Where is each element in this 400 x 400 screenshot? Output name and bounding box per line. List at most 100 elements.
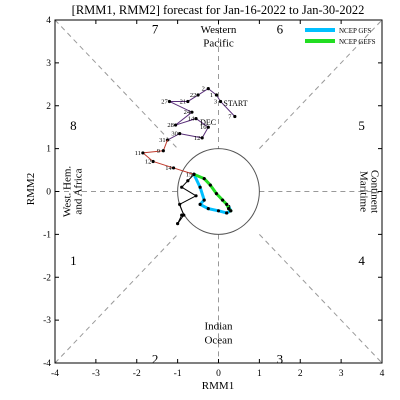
forecast-series-point-0 xyxy=(206,207,210,211)
region-label-right: Maritime xyxy=(358,171,370,212)
observed-january-point xyxy=(171,166,176,170)
y-tick-label: -1 xyxy=(43,230,51,240)
observed-december-point xyxy=(196,93,200,97)
observed-december-point xyxy=(173,123,178,127)
y-tick-label: 0 xyxy=(46,188,51,198)
phase-divider-line xyxy=(259,234,383,364)
observed-connector-line xyxy=(162,139,168,151)
observed-december-line xyxy=(167,87,236,141)
y-tick-label: 4 xyxy=(46,16,51,26)
observed-december-point xyxy=(218,99,223,104)
x-axis-label: RMM1 xyxy=(202,380,234,392)
y-tick-label: 2 xyxy=(46,102,51,112)
observed-december-point xyxy=(186,99,190,104)
observed-december-day-label: 21 xyxy=(180,98,187,105)
forecast-series-point-2 xyxy=(180,185,184,189)
observed-december-day-label: 3 xyxy=(214,98,217,105)
forecast-series-point-1 xyxy=(202,177,206,181)
y-axis-label: RMM2 xyxy=(25,173,37,205)
observed-january-day-label: 15 xyxy=(186,171,193,178)
observed-december-point xyxy=(194,117,198,121)
observed-december-point xyxy=(233,114,237,119)
forecast-series-point-2 xyxy=(194,194,198,198)
observed-december-point xyxy=(214,93,219,97)
y-tick-label: -2 xyxy=(43,273,51,283)
observed-december-day-label: 12 xyxy=(194,135,201,142)
forecast-series-point-0 xyxy=(202,198,206,202)
forecast-series-point-1 xyxy=(220,198,225,202)
unit-circle xyxy=(177,148,260,235)
phase-number-label: 3 xyxy=(277,352,284,367)
forecast-series-point-2 xyxy=(178,202,182,206)
phase-number-label: 8 xyxy=(70,118,77,133)
forecast-series-point-1 xyxy=(229,209,233,213)
observed-december-day-label: 31 xyxy=(159,137,166,144)
forecast-series-point-0 xyxy=(225,211,229,215)
region-label-bottom: Ocean xyxy=(204,335,233,347)
phase-number-label: 1 xyxy=(70,253,77,268)
y-tick-label: 3 xyxy=(46,59,51,69)
phase-divider-line xyxy=(54,19,178,149)
region-label-top: Western xyxy=(201,24,237,36)
observed-january-day-label: 9 xyxy=(157,148,160,155)
observed-december-day-label: 24 xyxy=(184,109,191,116)
forecast-series-point-1 xyxy=(227,207,231,211)
y-tick-label: -4 xyxy=(43,359,51,369)
legend-label: NCEP GFS xyxy=(339,27,371,35)
y-tick-label: 1 xyxy=(46,145,51,155)
observed-december-day-label: 22 xyxy=(190,92,197,99)
phase-number-label: 7 xyxy=(152,22,159,37)
annotation-label: DEC xyxy=(200,118,216,127)
observed-december-point xyxy=(206,125,210,129)
observed-january-day-label: 12 xyxy=(145,158,152,165)
observed-december-point xyxy=(167,99,172,104)
observed-december-day-label: 30 xyxy=(171,131,178,138)
forecast-series-point-0 xyxy=(216,209,221,213)
forecast-series-point-2 xyxy=(180,213,184,217)
forecast-series-point-1 xyxy=(208,183,212,187)
x-tick-label: -2 xyxy=(133,369,141,379)
observed-january-point xyxy=(161,149,165,153)
region-label-left: and Africa xyxy=(73,168,85,214)
region-label-bottom: Indian xyxy=(204,321,233,333)
annotation-label: START xyxy=(223,99,247,108)
x-tick-label: 2 xyxy=(298,369,303,379)
observed-december-day-label: 14 xyxy=(188,116,195,123)
forecast-series-point-2 xyxy=(186,179,190,183)
observed-december-day-label: 7 xyxy=(228,113,232,120)
legend-label: NCEP GEFS xyxy=(339,38,376,46)
forecast-series-point-1 xyxy=(214,192,219,196)
observed-january-point xyxy=(151,159,155,164)
observed-january-day-label: 11 xyxy=(135,150,141,157)
forecast-series-point-0 xyxy=(198,202,202,206)
forecast-series-point-1 xyxy=(225,202,229,206)
x-tick-label: 4 xyxy=(380,369,385,379)
observed-december-day-label: 16 xyxy=(200,124,207,131)
forecast-series-line-0 xyxy=(192,173,233,215)
x-tick-label: 3 xyxy=(339,369,344,379)
x-tick-label: -4 xyxy=(51,369,59,379)
forecast-series-point-0 xyxy=(198,185,202,189)
phase-divider-line xyxy=(259,19,383,149)
forecast-series-point-2 xyxy=(192,172,196,176)
forecast-series-point-2 xyxy=(176,222,180,226)
phase-number-label: 2 xyxy=(152,352,159,367)
phase-number-label: 5 xyxy=(358,118,365,133)
observed-december-day-label: 27 xyxy=(161,98,168,105)
y-tick-label: -3 xyxy=(43,316,51,326)
region-label-top: Pacific xyxy=(203,38,234,50)
observed-december-day-label: 2 xyxy=(202,86,205,93)
observed-december-day-label: 28 xyxy=(167,122,174,129)
observed-december-point xyxy=(206,87,210,91)
x-tick-label: 0 xyxy=(216,369,221,379)
observed-december-point xyxy=(178,132,182,136)
x-tick-label: -1 xyxy=(174,369,182,379)
x-tick-label: -3 xyxy=(92,369,100,379)
phase-number-label: 6 xyxy=(277,22,284,37)
phase-number-label: 4 xyxy=(358,253,365,268)
phase-divider-line xyxy=(54,234,178,364)
observed-january-point xyxy=(141,151,145,155)
observed-december-point xyxy=(190,110,194,114)
observed-december-day-label: 1 xyxy=(210,92,213,99)
